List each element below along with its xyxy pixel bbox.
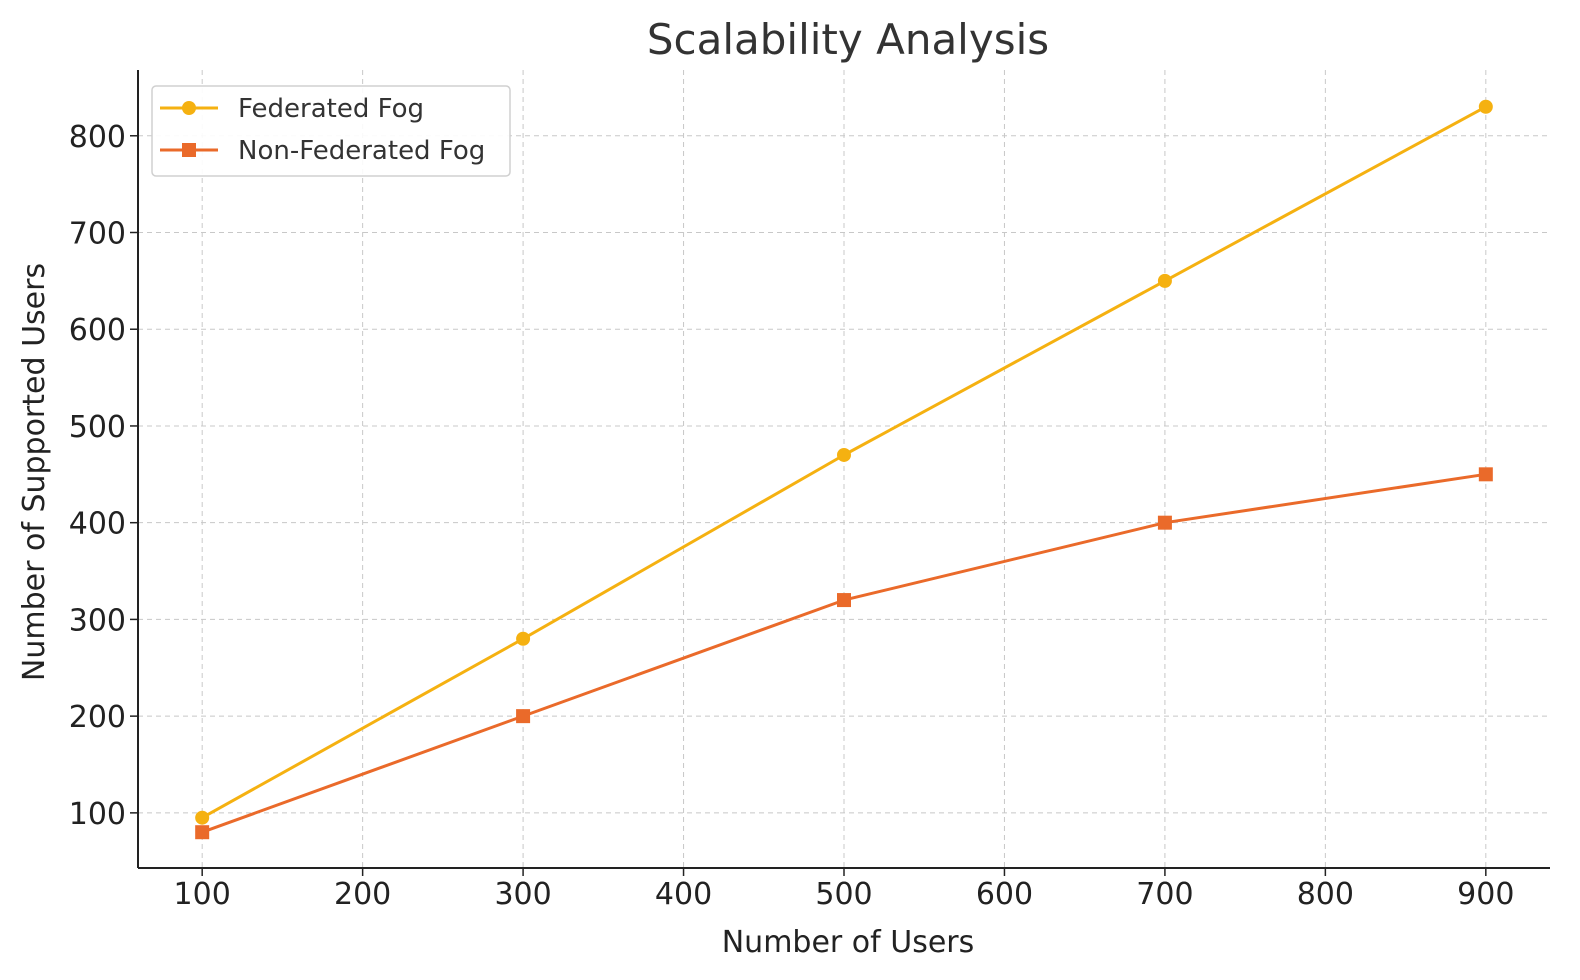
y-axis-title: Number of Supported Users [17,263,52,681]
x-tick-label: 600 [976,877,1033,912]
data-point-circle [516,631,531,646]
series-line-1 [201,472,1487,834]
x-tick-label: 200 [334,877,391,912]
y-tick-label: 500 [69,410,126,445]
x-tick-label: 900 [1457,877,1514,912]
legend-label: Non-Federated Fog [238,136,485,166]
y-tick-label: 800 [69,120,126,155]
tick-labels: 100 200 300 400 500 600 700 800 900 100 200 300 400 5… [69,120,1515,912]
data-point-circle [1478,99,1493,114]
legend-marker-circle [182,101,196,115]
data-point-square [837,593,851,608]
x-tick-label: 700 [1136,877,1193,912]
x-tick-label: 300 [494,877,551,912]
data-point-square [516,709,531,724]
data-point-circle [837,447,851,462]
legend-marker-square [182,143,196,157]
data-point-square [1478,467,1493,482]
y-tick-label: 400 [69,507,126,542]
y-tick-label: 700 [69,217,126,252]
legend-box [151,85,511,177]
legend: Federated Fog Non-Federated Fog [151,85,511,177]
data-point-square [1157,515,1172,530]
grid [138,70,1550,868]
data-point-square [195,825,210,840]
x-tick-label: 100 [174,877,231,912]
x-tick-label: 500 [815,877,872,912]
y-tick-label: 300 [69,603,126,638]
chart-title: Scalability Analysis [647,15,1049,64]
x-tick-label: 400 [655,877,712,912]
x-tick-label: 800 [1297,877,1354,912]
y-tick-label: 600 [69,313,126,348]
legend-label: Federated Fog [238,94,424,124]
data-point-circle [195,810,210,825]
series-markers [195,99,1493,840]
y-tick-label: 200 [69,700,126,735]
x-axis-title: Number of Users [722,925,975,960]
y-tick-label: 100 [69,797,126,832]
data-point-circle [1157,273,1172,288]
